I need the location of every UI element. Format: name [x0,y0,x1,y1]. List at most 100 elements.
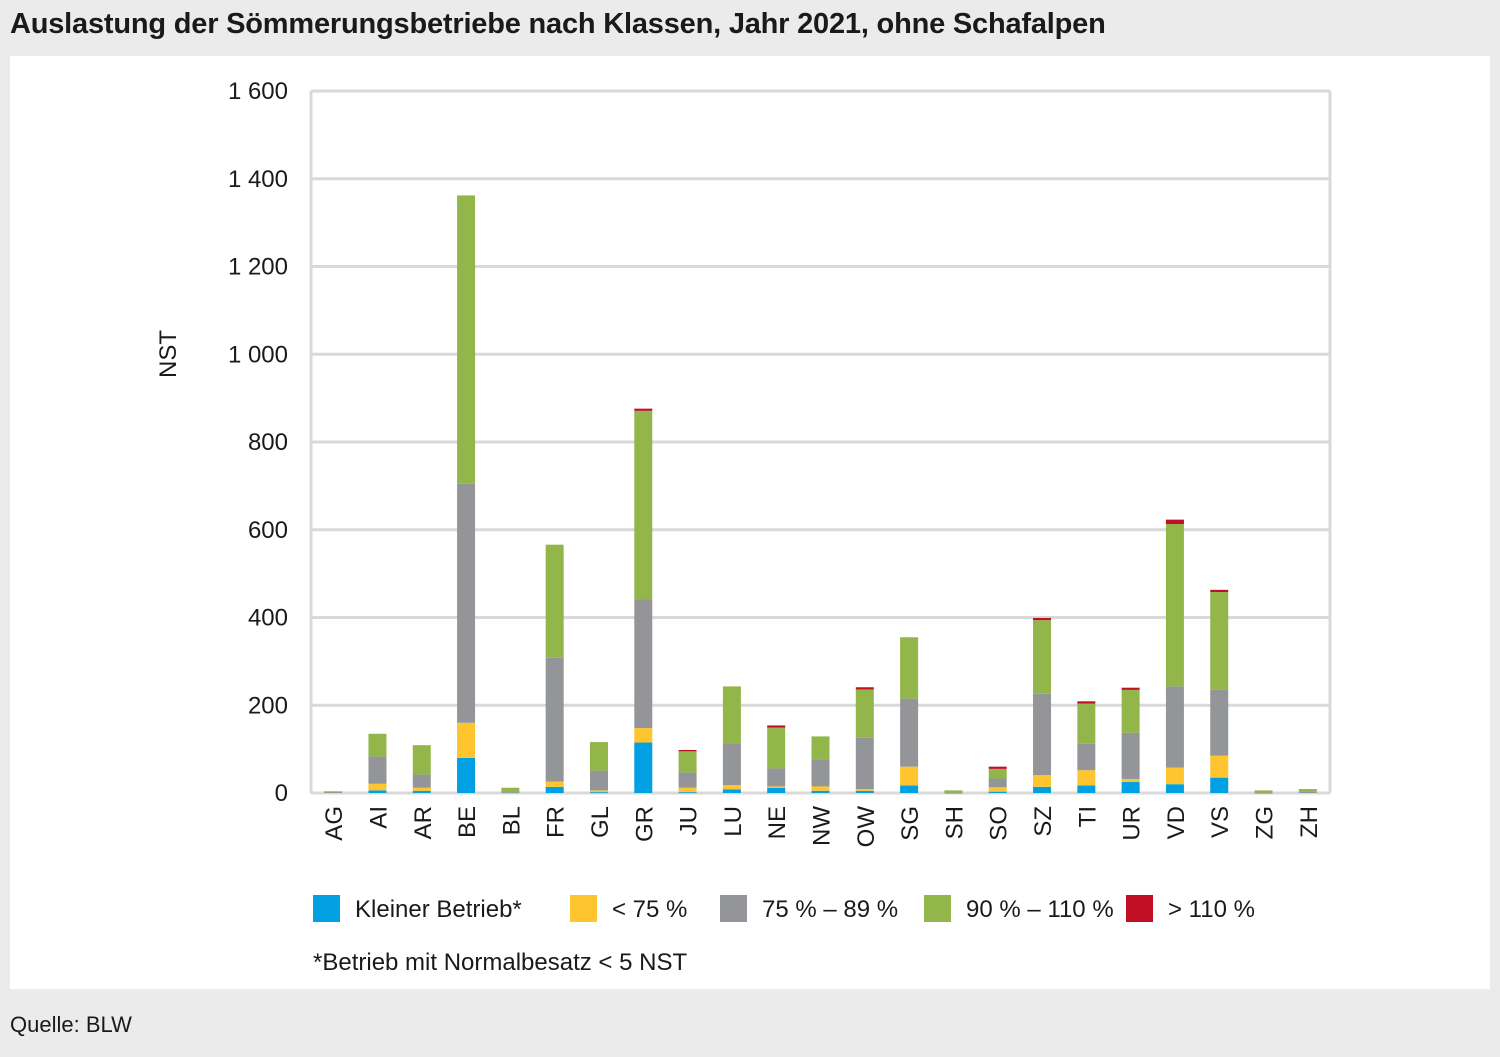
x-tick-label: ZG [1252,806,1279,839]
x-tick-label: BL [498,806,525,835]
bar-segment [324,791,343,793]
bar-segment [944,790,963,793]
bar-segment [1165,784,1184,793]
bar-segment [988,768,1007,779]
bar-segment [501,792,520,794]
bar-segment [900,637,919,699]
bar-segment [545,544,564,658]
bar-segment [634,599,653,729]
y-tick-label: 200 [248,692,288,719]
bar-segment [811,736,830,760]
bar-segment [1033,775,1052,787]
x-tick-label: NE [764,806,791,839]
bar-segment [457,722,476,758]
bar-segment [1210,589,1229,593]
y-tick-label: 1 400 [228,166,288,193]
x-tick-label: AR [410,806,437,839]
bar-segment [1077,701,1096,704]
bar-segment [722,686,741,744]
bar-segment [1077,743,1096,771]
bar-segment [545,781,564,787]
bar-segment [589,742,608,771]
bar-segment [944,792,963,794]
legend-label: 90 % – 110 % [966,896,1114,923]
bar-segment [1077,703,1096,744]
bar-segment [1165,524,1184,687]
bar-segment [412,790,431,793]
bar-segment [1210,777,1229,793]
bar-segment [811,759,830,787]
bar-segment [368,783,387,791]
bar-segment [1210,689,1229,756]
x-tick-label: FR [543,806,570,838]
x-tick-label: GL [587,806,614,838]
legend-swatch [924,895,951,922]
bar-segment [855,687,874,690]
page-title: Auslastung der Sömmerungsbetriebe nach K… [10,8,1106,40]
legend-label: > 110 % [1168,896,1255,923]
bar-segment [767,786,786,788]
bar-segment [457,483,476,723]
bar-segment [988,766,1007,769]
bar-segment [1033,620,1052,694]
bar-segment [1210,755,1229,778]
bar-segment [988,791,1007,793]
y-tick-label: 400 [248,605,288,632]
bar-segment [1165,686,1184,768]
bar-segment [1121,782,1140,793]
x-tick-label: UR [1119,806,1146,841]
bar-segment [412,787,431,791]
chart-panel: 0 200 400 600 800 1 000 1 200 1 400 1 600 NST AG AI… [10,56,1490,989]
bar-segment [589,790,608,793]
legend-swatch [313,895,340,922]
bar-segment [412,745,431,775]
legend-label: 75 % – 89 % [762,896,898,923]
bar-segment [324,791,343,793]
legend-label: Kleiner Betrieb* [355,896,522,923]
bar-segment [1121,778,1140,783]
bar-segment [1165,519,1184,525]
bar-segment [368,733,387,757]
bar-segment [722,785,741,790]
x-tick-label: AG [321,806,348,841]
x-tick-label: ZH [1296,806,1323,838]
bar-segment [855,789,874,791]
legend-swatch [1126,895,1153,922]
legend-swatch [720,895,747,922]
bar-segment [767,727,786,769]
bar-segment [678,750,697,752]
bar-segment [368,756,387,784]
bar-segment [589,792,608,794]
x-tick-label: JU [676,806,703,835]
y-tick-label: 800 [248,429,288,456]
bar-segment [767,725,786,728]
bar-segment [988,778,1007,788]
x-tick-label: OW [853,806,880,848]
bar-segment [678,792,697,794]
bar-segment [900,785,919,793]
bar-segment [855,689,874,738]
y-tick-label: 1 000 [228,341,288,368]
bar-segment [900,766,919,786]
bar-segment [1121,689,1140,733]
x-tick-label: BE [454,806,481,838]
bar-segment [634,728,653,743]
x-tick-label: NW [809,806,836,846]
bar-segment [1077,785,1096,793]
bar-segment [678,787,697,793]
bar-segment [1033,786,1052,793]
bar-segment [811,786,830,791]
stacked-bar-chart: 0 200 400 600 800 1 000 1 200 1 400 1 600 NST AG AI… [155,78,1332,976]
bar-segment [501,787,520,793]
bar-segment [767,787,786,793]
bar-segment [545,657,564,782]
x-tick-label: LU [720,806,747,837]
bar-segment [811,790,830,793]
bar-segment [900,698,919,767]
bar-segment [1121,732,1140,779]
x-tick-label: GR [631,806,658,842]
x-tick-label: SZ [1030,806,1057,837]
bar-segment [634,408,653,411]
bar-segment [1033,617,1052,621]
bar-segment [545,786,564,793]
